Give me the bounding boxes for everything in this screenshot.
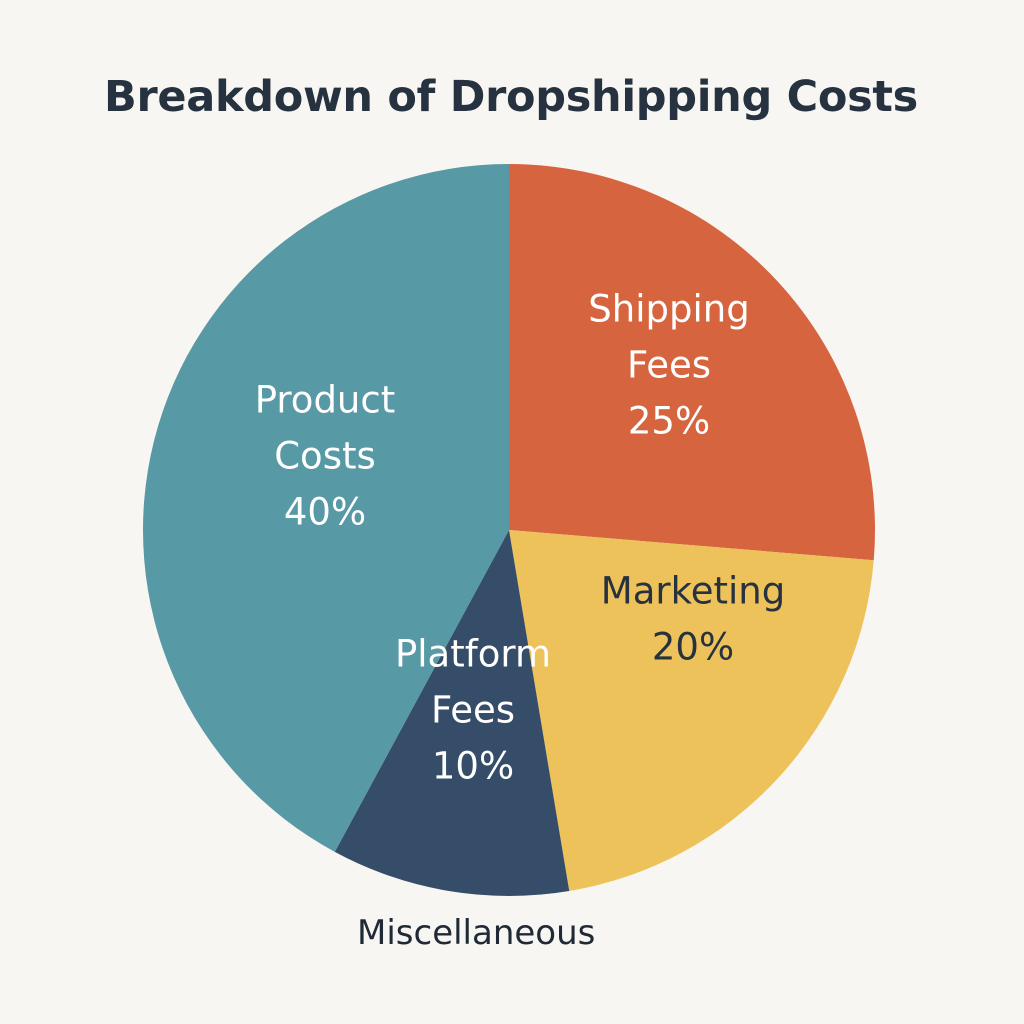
slice-label-2: Platform Fees 10%: [395, 633, 551, 788]
pie-slice-0: [509, 164, 875, 561]
miscellaneous-label: Miscellaneous: [357, 913, 596, 953]
pie-labels: Shipping Fees 25% Marketing 20% Platform Fees 1…: [255, 288, 785, 788]
slice-category-label: Fees: [627, 344, 711, 387]
pie-slices: [142, 163, 875, 897]
pie-slice-3: [142, 163, 509, 852]
slice-value-label: 10%: [432, 745, 514, 788]
slice-category-label: Fees: [431, 689, 515, 732]
slice-label-0: Shipping Fees 25%: [588, 288, 749, 443]
slice-category-label: Product: [255, 379, 395, 422]
slice-category-label: Marketing: [601, 570, 785, 613]
pie-slice-1: [509, 530, 874, 892]
slice-label-1: Marketing 20%: [601, 570, 785, 669]
slice-category-label: Platform: [395, 633, 551, 676]
slice-value-label: 20%: [652, 626, 734, 669]
slice-label-3: Product Costs 40%: [255, 379, 395, 534]
slice-category-label: Costs: [274, 435, 376, 478]
pie-slice-2: [334, 530, 570, 897]
slice-value-label: 40%: [284, 491, 366, 534]
chart-title: Breakdown of Dropshipping Costs: [104, 72, 918, 122]
slice-category-label: Shipping: [588, 288, 749, 331]
slice-value-label: 25%: [628, 400, 710, 443]
